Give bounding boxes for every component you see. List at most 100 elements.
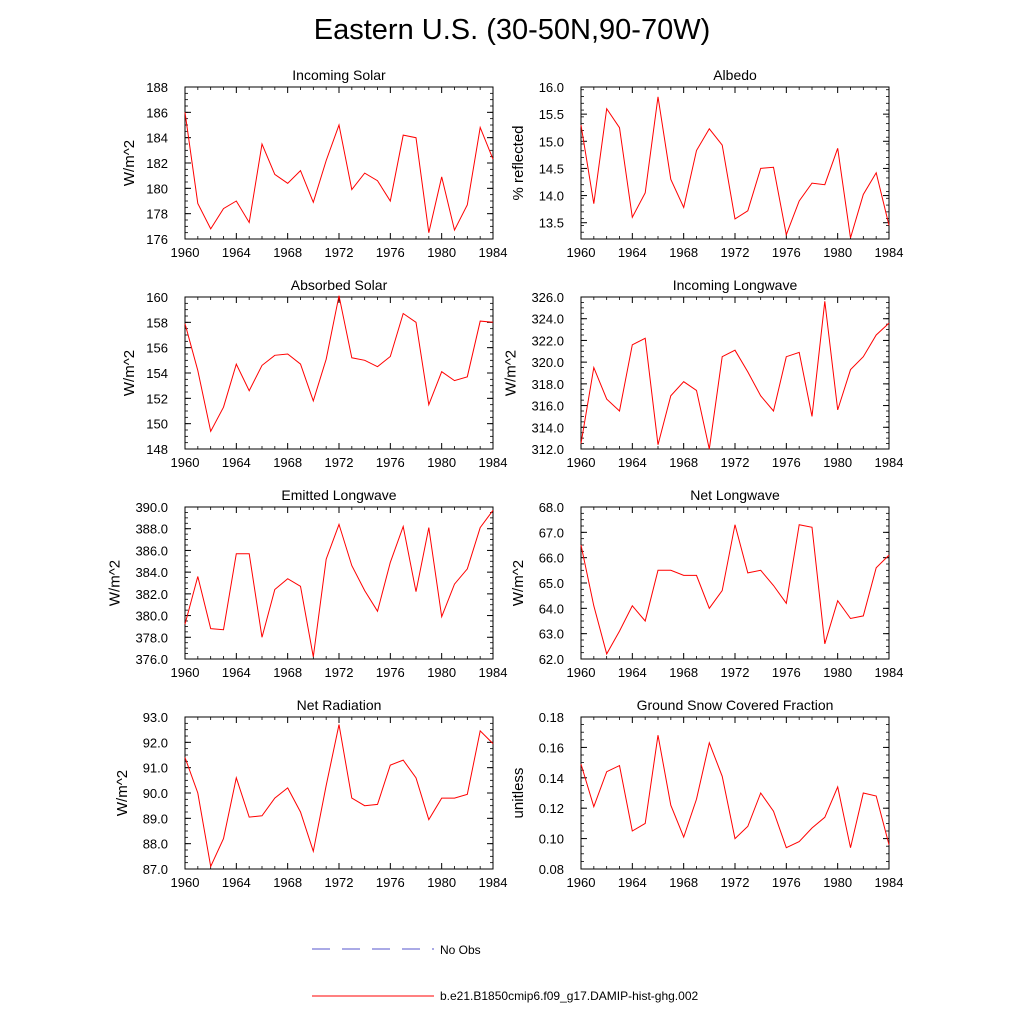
x-tick-label: 1976 [772, 245, 801, 260]
x-tick-label: 1960 [171, 665, 200, 680]
y-axis-label: % reflected [510, 125, 527, 200]
x-tick-label: 1960 [567, 245, 596, 260]
y-tick-label: 182 [146, 156, 168, 171]
x-tick-label: 1972 [325, 245, 354, 260]
panel-net-radiation: 1960 1964 1968 1972 1976 1980 1984 87.0 88.0 89.0… [114, 697, 508, 890]
x-tick-label: 1964 [222, 875, 251, 890]
x-tick-label: 1964 [222, 665, 251, 680]
x-tick-label: 1980 [427, 455, 456, 470]
y-tick-label: 320.0 [531, 355, 564, 370]
x-tick-label: 1964 [222, 455, 251, 470]
y-tick-label: 0.10 [539, 832, 564, 847]
y-tick-label: 314.0 [531, 420, 564, 435]
panel-title: Incoming Solar [292, 67, 386, 83]
x-tick-label: 1976 [376, 665, 405, 680]
x-tick-label: 1976 [772, 455, 801, 470]
y-tick-label: 380.0 [135, 609, 168, 624]
panel-title: Net Longwave [690, 487, 780, 503]
x-tick-label: 1972 [721, 455, 750, 470]
panel-title: Emitted Longwave [281, 487, 396, 503]
y-tick-label: 0.16 [539, 740, 564, 755]
y-tick-label: 64.0 [539, 601, 564, 616]
y-tick-label: 390.0 [135, 500, 168, 515]
x-tick-label: 1964 [618, 875, 647, 890]
y-tick-label: 150 [146, 417, 168, 432]
y-tick-label: 16.0 [539, 80, 564, 95]
y-tick-label: 312.0 [531, 442, 564, 457]
y-tick-label: 180 [146, 181, 168, 196]
x-tick-label: 1968 [273, 245, 302, 260]
x-tick-label: 1960 [567, 875, 596, 890]
x-tick-label: 1960 [567, 455, 596, 470]
y-tick-label: 66.0 [539, 551, 564, 566]
x-tick-label: 1968 [669, 665, 698, 680]
y-tick-label: 93.0 [143, 710, 168, 725]
y-tick-label: 158 [146, 315, 168, 330]
y-tick-label: 89.0 [143, 811, 168, 826]
y-tick-label: 88.0 [143, 837, 168, 852]
panel-incoming-solar: 1960 1964 1968 1972 1976 1980 1984 176 178 180 182… [121, 67, 507, 260]
series-line [184, 295, 494, 433]
x-tick-label: 1968 [273, 875, 302, 890]
x-tick-label: 1968 [273, 665, 302, 680]
y-tick-label: 156 [146, 341, 168, 356]
y-tick-label: 15.5 [539, 107, 564, 122]
panel-incoming-longwave: 1960 1964 1968 1972 1976 1980 1984 312.0 314.0 31… [503, 277, 904, 470]
panel-absorbed-solar: 1960 1964 1968 1972 1976 1980 1984 148 150 152 154… [121, 277, 507, 470]
y-tick-label: 154 [146, 366, 168, 381]
x-tick-label: 1960 [171, 245, 200, 260]
y-axis-label: W/m^2 [121, 350, 138, 396]
x-tick-label: 1980 [427, 875, 456, 890]
x-tick-label: 1968 [273, 455, 302, 470]
y-tick-label: 160 [146, 290, 168, 305]
x-tick-label: 1960 [567, 665, 596, 680]
y-tick-label: 188 [146, 80, 168, 95]
y-tick-label: 0.08 [539, 862, 564, 877]
y-tick-label: 0.14 [539, 771, 564, 786]
x-tick-label: 1976 [376, 455, 405, 470]
y-tick-label: 91.0 [143, 761, 168, 776]
y-tick-label: 384.0 [135, 565, 168, 580]
series-line [580, 96, 890, 239]
y-tick-label: 63.0 [539, 627, 564, 642]
plot-frame [184, 86, 494, 240]
x-tick-label: 1964 [618, 245, 647, 260]
x-tick-label: 1972 [325, 665, 354, 680]
plot-frame [580, 716, 890, 870]
y-tick-label: 176 [146, 232, 168, 247]
x-tick-label: 1964 [618, 665, 647, 680]
y-tick-label: 326.0 [531, 290, 564, 305]
y-tick-label: 178 [146, 207, 168, 222]
y-tick-label: 378.0 [135, 630, 168, 645]
y-tick-label: 68.0 [539, 500, 564, 515]
x-tick-label: 1972 [721, 665, 750, 680]
x-tick-label: 1964 [618, 455, 647, 470]
y-tick-label: 62.0 [539, 652, 564, 667]
y-tick-label: 148 [146, 442, 168, 457]
y-tick-label: 90.0 [143, 786, 168, 801]
panel-title: Albedo [713, 67, 757, 83]
x-tick-label: 1976 [376, 245, 405, 260]
y-tick-label: 316.0 [531, 399, 564, 414]
panel-ground-snow-covered-fraction: 1960 1964 1968 1972 1976 1980 1984 0.08 0.10 0.12… [510, 697, 904, 890]
y-tick-label: 13.5 [539, 216, 564, 231]
x-tick-label: 1968 [669, 875, 698, 890]
series-line [184, 112, 494, 233]
y-axis-label: unitless [510, 768, 527, 819]
series-line [580, 301, 890, 450]
x-tick-label: 1972 [721, 875, 750, 890]
x-tick-label: 1980 [823, 245, 852, 260]
x-tick-label: 1980 [823, 875, 852, 890]
x-tick-label: 1980 [427, 665, 456, 680]
x-tick-label: 1968 [669, 245, 698, 260]
y-axis-label: W/m^2 [121, 140, 138, 186]
series-line [184, 510, 494, 657]
x-tick-label: 1984 [875, 875, 904, 890]
y-tick-label: 318.0 [531, 377, 564, 392]
x-tick-label: 1980 [823, 665, 852, 680]
y-tick-label: 67.0 [539, 525, 564, 540]
x-tick-label: 1984 [479, 245, 508, 260]
y-tick-label: 184 [146, 131, 168, 146]
panel-title: Net Radiation [297, 697, 382, 713]
